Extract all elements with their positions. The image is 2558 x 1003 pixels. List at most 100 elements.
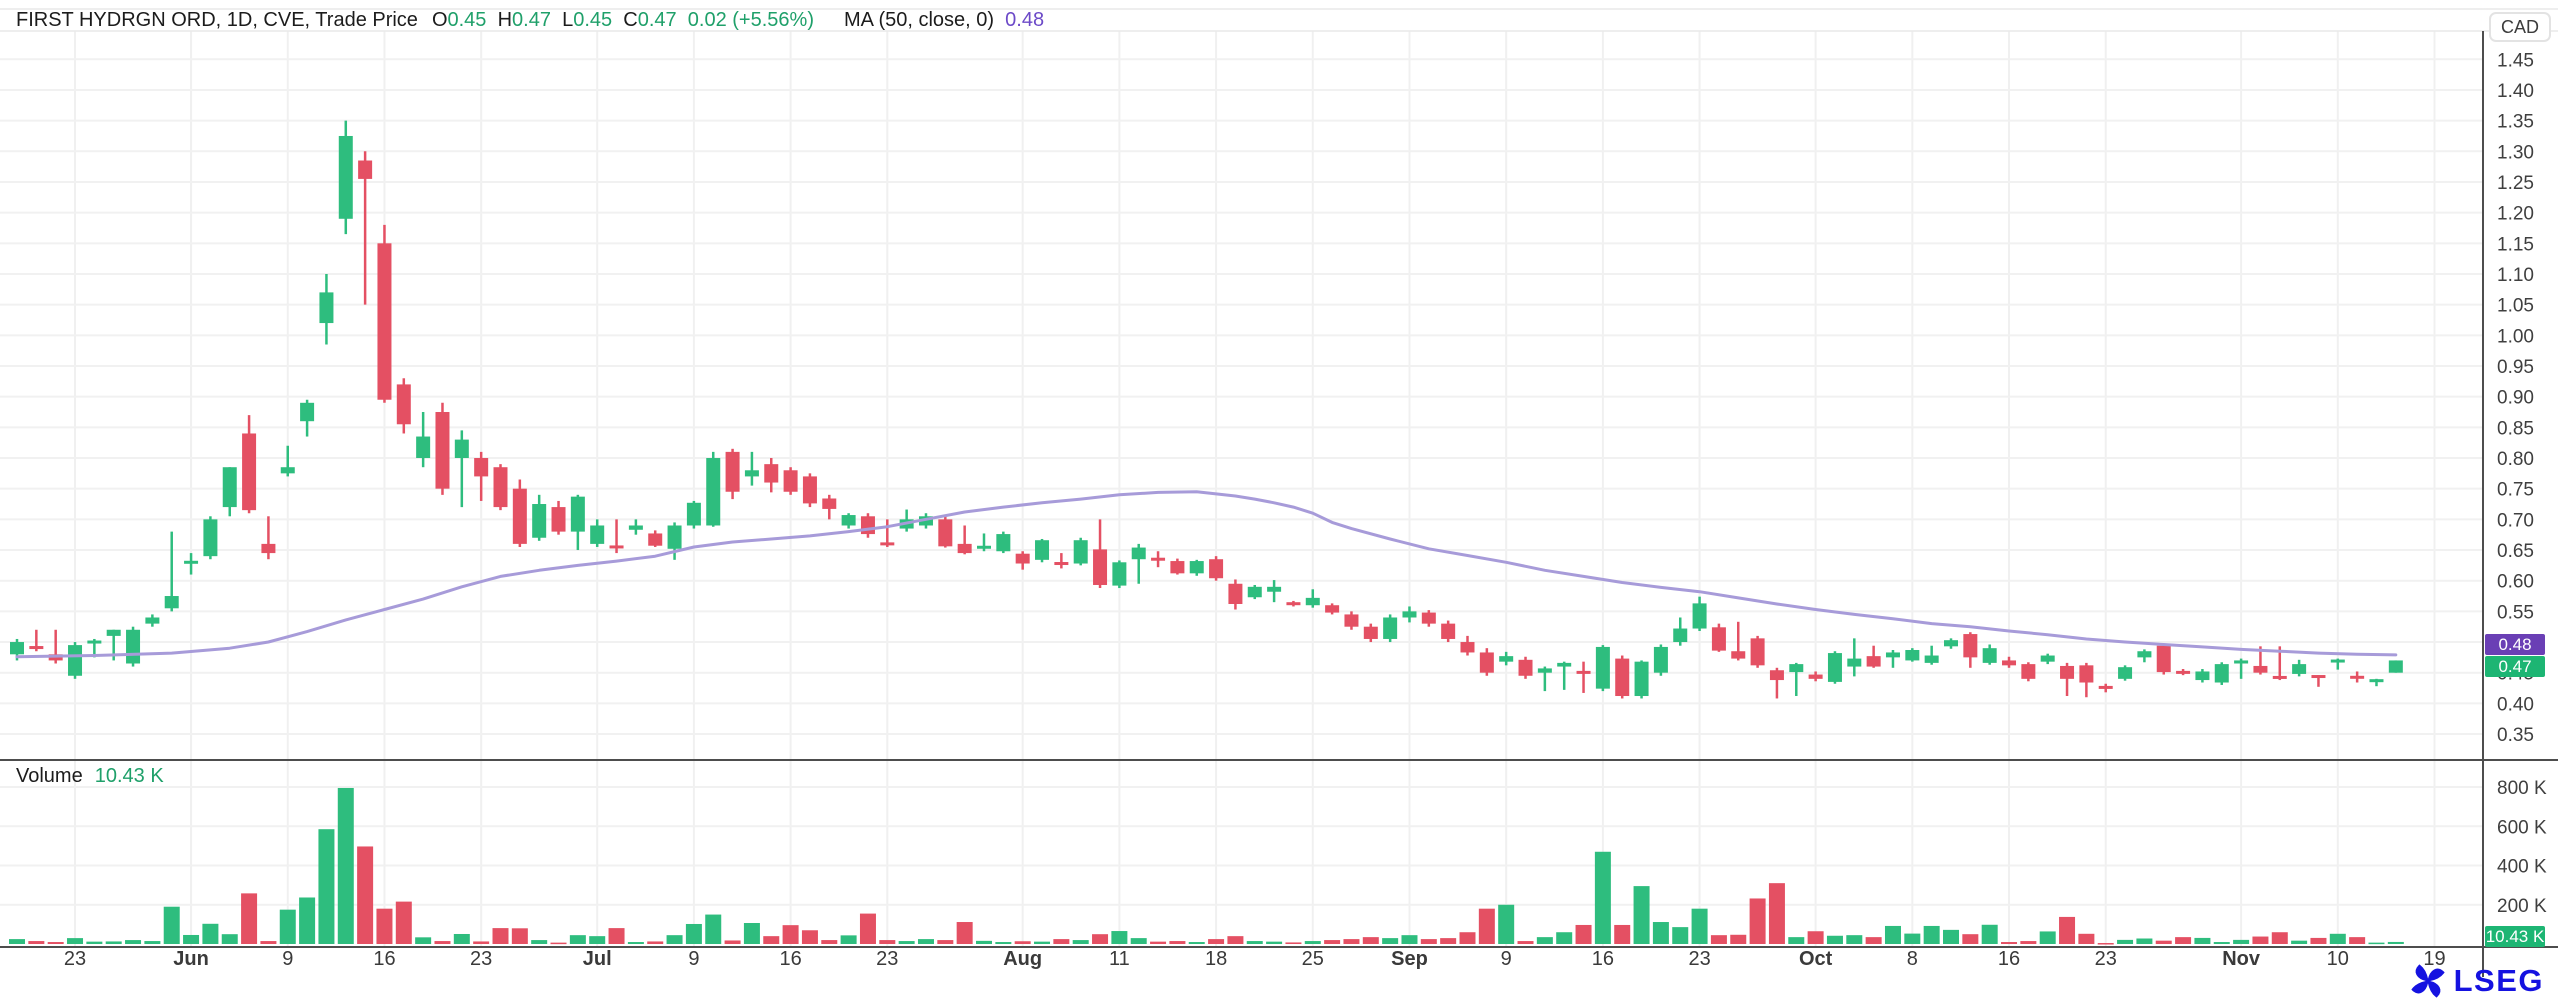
volume-bar xyxy=(569,935,586,944)
volume-bar xyxy=(976,940,992,944)
candle-body xyxy=(1518,659,1533,676)
candle-body xyxy=(2369,679,2384,683)
candle-body xyxy=(2002,660,2017,666)
price-tick-label: 1.35 xyxy=(2497,112,2534,133)
volume-bar xyxy=(2329,933,2346,944)
candle-body xyxy=(1731,651,1746,659)
volume-bar xyxy=(1130,938,1147,944)
volume-bar xyxy=(531,940,548,944)
volume-bar xyxy=(511,928,528,944)
volume-bar xyxy=(1691,908,1708,944)
volume-bar xyxy=(1246,941,1263,944)
candle-body xyxy=(841,515,856,526)
price-tick-label: 1.15 xyxy=(2497,234,2534,255)
candle-body xyxy=(2330,659,2345,663)
candle-body xyxy=(1982,648,1997,663)
candle-body xyxy=(1267,586,1282,592)
candle-body xyxy=(1673,628,1688,643)
volume-bar xyxy=(917,939,934,944)
volume-bar xyxy=(1904,933,1921,944)
volume-bar xyxy=(453,933,470,944)
ma-study-label[interactable]: MA (50, close, 0) xyxy=(843,8,995,31)
price-tick-label: 1.00 xyxy=(2497,326,2534,347)
candle-body xyxy=(2040,655,2055,662)
volume-bar xyxy=(279,909,296,944)
ma50-line xyxy=(15,490,2398,659)
candle-body xyxy=(2234,660,2249,664)
candle-body xyxy=(648,533,663,546)
volume-bar xyxy=(879,940,896,944)
volume-bar xyxy=(995,942,1012,944)
time-axis-label: 10 xyxy=(2327,948,2349,970)
time-axis-label: 9 xyxy=(282,948,293,970)
volume-bar xyxy=(2001,942,2018,944)
volume-bar xyxy=(859,913,876,944)
volume-bar xyxy=(1807,931,1824,944)
candle-body xyxy=(396,384,411,425)
volume-bar xyxy=(9,939,25,944)
price-tick-label: 0.75 xyxy=(2497,480,2534,501)
time-axis-label: 9 xyxy=(688,948,699,970)
volume-bar xyxy=(1923,925,1940,944)
time-axis-label: 8 xyxy=(1907,948,1918,970)
volume-bar xyxy=(1788,937,1805,944)
candle-body xyxy=(1905,650,1920,661)
volume-bar xyxy=(840,935,857,944)
candle-body xyxy=(1209,559,1224,579)
candle-body xyxy=(1247,586,1262,598)
volume-bar xyxy=(67,938,84,944)
volume-bar xyxy=(241,893,258,944)
time-axis-label: Jun xyxy=(173,948,209,970)
chart-legend: FIRST HYDRGN ORD, 1D, CVE, Trade Price O… xyxy=(16,8,1044,32)
price-tick-label: 0.70 xyxy=(2497,510,2534,531)
candle-body xyxy=(1325,605,1340,613)
volume-bar xyxy=(1053,939,1070,944)
price-tick-label: 0.90 xyxy=(2497,388,2534,409)
candle-body xyxy=(880,542,895,546)
volume-bar xyxy=(2155,940,2172,944)
volume-bar xyxy=(1072,940,1089,944)
currency-selector[interactable]: CAD xyxy=(2489,12,2551,42)
volume-bar xyxy=(898,941,915,944)
candle-body xyxy=(1402,611,1417,618)
volume-bar xyxy=(1266,941,1283,944)
time-axis-label: 19 xyxy=(2423,948,2445,970)
volume-bar xyxy=(724,940,741,944)
candle-body xyxy=(938,519,953,547)
candle-body xyxy=(1692,603,1707,629)
candle-body xyxy=(106,629,121,636)
volume-bar xyxy=(1730,934,1747,944)
volume-bar xyxy=(1420,939,1437,944)
candle-body xyxy=(2118,667,2133,679)
candle-body xyxy=(1363,626,1378,639)
candle-body xyxy=(338,135,353,219)
volume-bar xyxy=(47,942,64,944)
candle-body xyxy=(1305,597,1320,606)
candle-body xyxy=(1228,583,1243,604)
volume-tick-label: 800 K xyxy=(2497,778,2547,799)
volume-bar xyxy=(1227,936,1244,944)
high-value: 0.47 xyxy=(512,8,551,31)
volume-bar xyxy=(1536,937,1553,944)
open-label: O xyxy=(431,8,448,31)
time-axis-label: 23 xyxy=(470,948,492,970)
candle-body xyxy=(2292,664,2307,674)
volume-bar xyxy=(608,928,625,944)
volume-bar xyxy=(1382,938,1399,944)
candle-body xyxy=(1383,617,1398,639)
candle-body xyxy=(2079,665,2094,683)
time-axis-label: Nov xyxy=(2222,948,2261,970)
volume-bar xyxy=(1614,924,1631,944)
candle-body xyxy=(2060,665,2075,679)
candle-body xyxy=(300,402,315,422)
volume-bar xyxy=(337,787,354,944)
high-label: H xyxy=(497,8,513,31)
candle-body xyxy=(1847,658,1862,667)
volume-bar xyxy=(2349,937,2366,944)
volume-bar xyxy=(2233,939,2250,944)
candle-body xyxy=(416,436,431,459)
price-tick-label: 0.65 xyxy=(2497,541,2534,562)
volume-bar xyxy=(1362,937,1379,944)
volume-bar xyxy=(956,922,973,944)
